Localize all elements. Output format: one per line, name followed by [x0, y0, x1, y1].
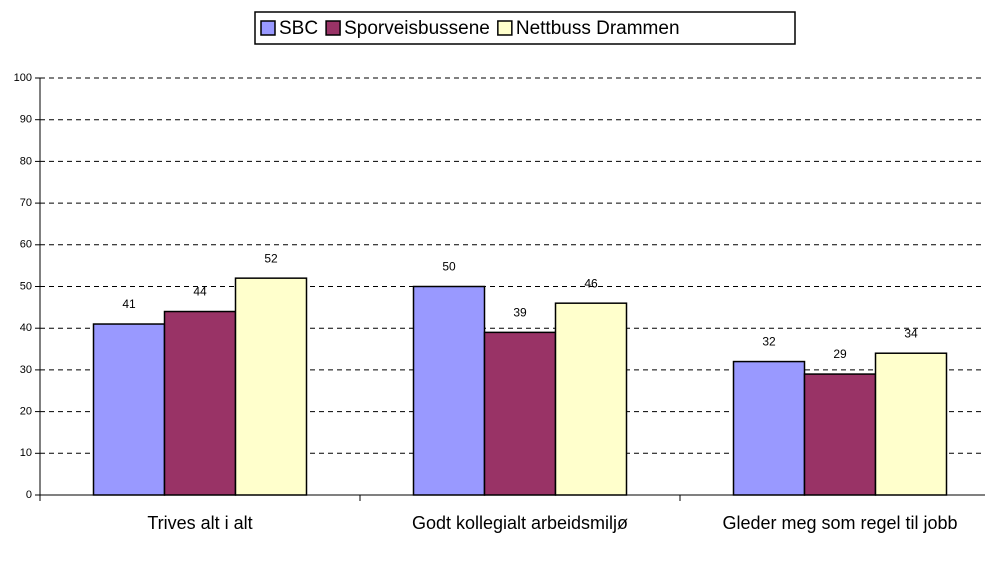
bar — [483, 331, 557, 496]
value-label: 44 — [193, 285, 207, 299]
y-tick-label: 20 — [20, 406, 32, 418]
bar — [554, 302, 628, 496]
value-label: 46 — [584, 276, 598, 290]
bar — [803, 373, 877, 496]
value-label: 41 — [122, 297, 136, 311]
value-label: 52 — [264, 251, 278, 265]
value-label: 39 — [513, 306, 527, 320]
x-tick-label: Gleder meg som regel til jobb — [722, 513, 958, 533]
y-tick-label: 90 — [20, 114, 32, 126]
y-tick-label: 10 — [20, 447, 32, 459]
y-tick-label: 100 — [14, 72, 32, 84]
bar — [234, 277, 308, 496]
legend-label: Nettbuss Drammen — [516, 18, 680, 39]
legend-box — [254, 11, 796, 45]
bar — [412, 285, 486, 496]
bar — [92, 323, 166, 496]
y-tick-label: 0 — [26, 489, 32, 501]
legend-swatch — [260, 20, 276, 36]
legend-swatch — [497, 20, 513, 36]
legend-label: SBC — [279, 18, 318, 39]
legend-swatch — [325, 20, 341, 36]
bar — [874, 352, 948, 496]
x-tick-label: Godt kollegialt arbeidsmiljø — [411, 513, 629, 533]
y-tick-label: 40 — [20, 322, 32, 334]
value-label: 29 — [833, 347, 847, 361]
y-tick-label: 70 — [20, 197, 32, 209]
y-tick-label: 50 — [20, 280, 32, 292]
value-label: 50 — [442, 260, 456, 274]
bar — [732, 360, 806, 496]
x-tick-label: Trives alt i alt — [147, 513, 253, 533]
y-tick-label: 30 — [20, 364, 32, 376]
y-tick-label: 80 — [20, 155, 32, 167]
legend-label: Sporveisbussene — [344, 18, 490, 39]
bar — [163, 310, 237, 496]
value-label: 32 — [762, 335, 776, 349]
y-tick-label: 60 — [20, 239, 32, 251]
value-label: 34 — [904, 326, 918, 340]
